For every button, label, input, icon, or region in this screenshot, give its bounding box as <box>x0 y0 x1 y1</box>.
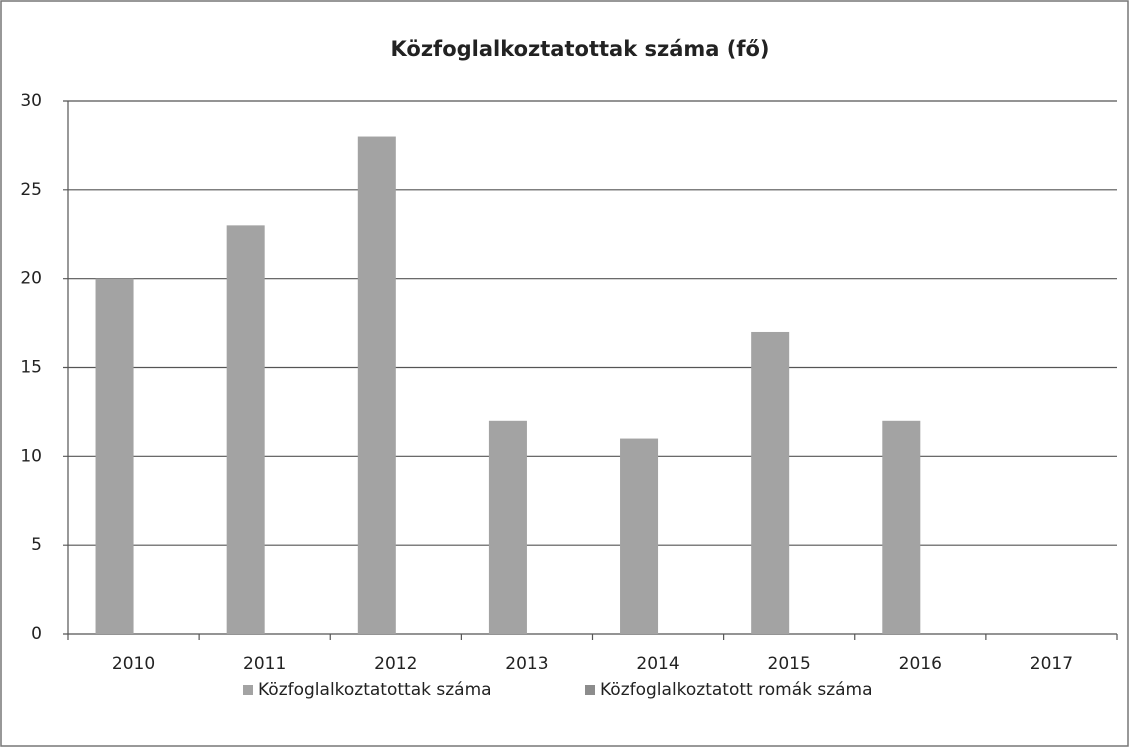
bar <box>488 420 527 634</box>
legend-label: Közfoglalkoztatottak száma <box>258 680 492 700</box>
legend-label: Közfoglalkoztatott romák száma <box>600 680 873 700</box>
bar <box>882 420 921 634</box>
y-tick-label: 20 <box>20 269 42 289</box>
x-tick-label: 2010 <box>112 654 155 674</box>
y-tick-label: 10 <box>20 446 42 466</box>
chart-title: Közfoglalkoztatottak száma (fő) <box>391 37 770 61</box>
x-tick-label: 2012 <box>374 654 417 674</box>
y-tick-label: 15 <box>20 358 42 378</box>
x-tick-label: 2015 <box>768 654 811 674</box>
x-tick-label: 2016 <box>899 654 942 674</box>
x-tick-label: 2011 <box>243 654 286 674</box>
legend-swatch <box>243 685 253 695</box>
legend-swatch <box>585 685 595 695</box>
bar <box>95 278 134 634</box>
x-tick-label: 2017 <box>1030 654 1073 674</box>
bar <box>620 438 659 634</box>
bar <box>226 225 265 634</box>
y-tick-label: 0 <box>31 624 42 644</box>
y-tick-label: 30 <box>20 91 42 111</box>
y-tick-label: 5 <box>31 535 42 555</box>
y-tick-label: 25 <box>20 180 42 200</box>
x-tick-label: 2014 <box>636 654 679 674</box>
bar <box>357 136 396 635</box>
x-tick-label: 2013 <box>505 654 548 674</box>
bar <box>751 331 790 634</box>
